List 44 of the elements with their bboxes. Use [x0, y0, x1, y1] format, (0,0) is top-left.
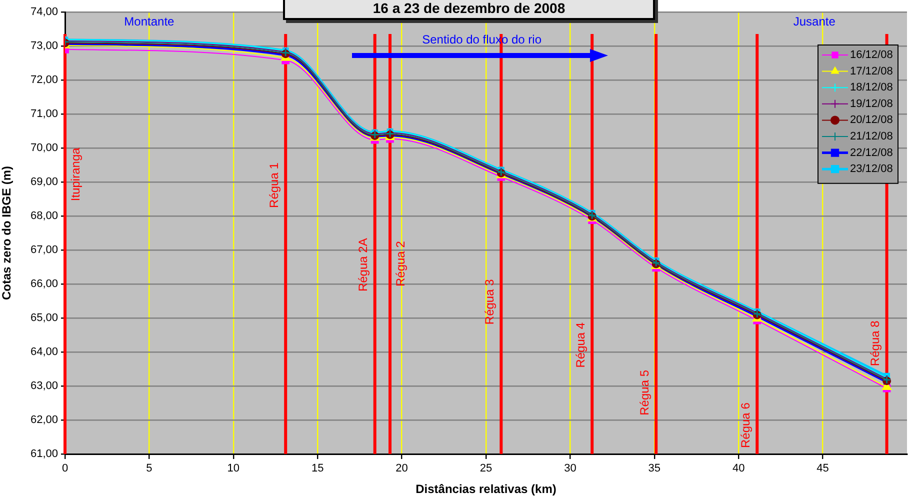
x-tick-label: 30: [564, 462, 576, 475]
x-tick-label: 20: [396, 462, 408, 475]
x-tick-label: 35: [648, 462, 661, 475]
x-tick-label: 10: [227, 462, 240, 475]
ref-line-label: Régua 1: [266, 162, 281, 208]
chart-title: 16 a 23 de dezembro de 2008: [372, 0, 566, 16]
y-tick-label: 61,00: [30, 448, 58, 460]
y-tick-label: 66,00: [30, 278, 58, 290]
ref-line-label: Régua 2A: [356, 238, 370, 292]
y-tick-label: 74,00: [30, 6, 58, 18]
ref-line-label: Régua 5: [637, 370, 652, 416]
y-tick-label: 62,00: [30, 414, 58, 426]
y-tick-label: 68,00: [30, 210, 58, 222]
x-tick-label: 45: [816, 462, 829, 475]
x-tick-label: 15: [311, 462, 324, 475]
legend-label: 19/12/08: [850, 98, 893, 110]
x-tick-label: 5: [146, 462, 152, 475]
ref-line-label: Itupiranga: [68, 147, 82, 202]
legend-label: 20/12/08: [850, 114, 893, 126]
x-tick-label: 40: [732, 462, 745, 475]
y-tick-label: 63,00: [30, 380, 58, 392]
y-tick-label: 67,00: [30, 244, 58, 256]
y-tick-label: 69,00: [30, 176, 58, 188]
legend-label: 22/12/08: [850, 146, 893, 159]
ref-line-label: Régua 2: [393, 240, 408, 287]
legend-label: 18/12/08: [850, 82, 893, 94]
y-tick-label: 70,00: [30, 142, 58, 154]
legend-label: 16/12/08: [850, 49, 893, 62]
ref-line-label: Régua 8: [868, 320, 882, 366]
x-tick-label: 25: [480, 462, 492, 475]
y-tick-label: 73,00: [30, 40, 58, 52]
legend-label: 21/12/08: [850, 130, 893, 143]
legend-label: 23/12/08: [850, 163, 893, 176]
x-tick-label: 0: [62, 462, 68, 475]
y-tick-label: 71,00: [30, 108, 58, 120]
legend-label: 17/12/08: [850, 65, 893, 78]
ref-line-label: Régua 3: [482, 278, 496, 325]
y-tick-label: 64,00: [30, 346, 58, 358]
y-tick-label: 72,00: [30, 74, 58, 86]
y-tick-label: 65,00: [30, 312, 58, 324]
y-axis-title: Cotas zero do IBGE (m): [0, 166, 14, 300]
x-axis-title: Distâncias relativas (km): [416, 482, 556, 496]
ref-line-label: Régua 4: [573, 322, 588, 368]
ref-line-label: Régua 6: [738, 402, 752, 448]
